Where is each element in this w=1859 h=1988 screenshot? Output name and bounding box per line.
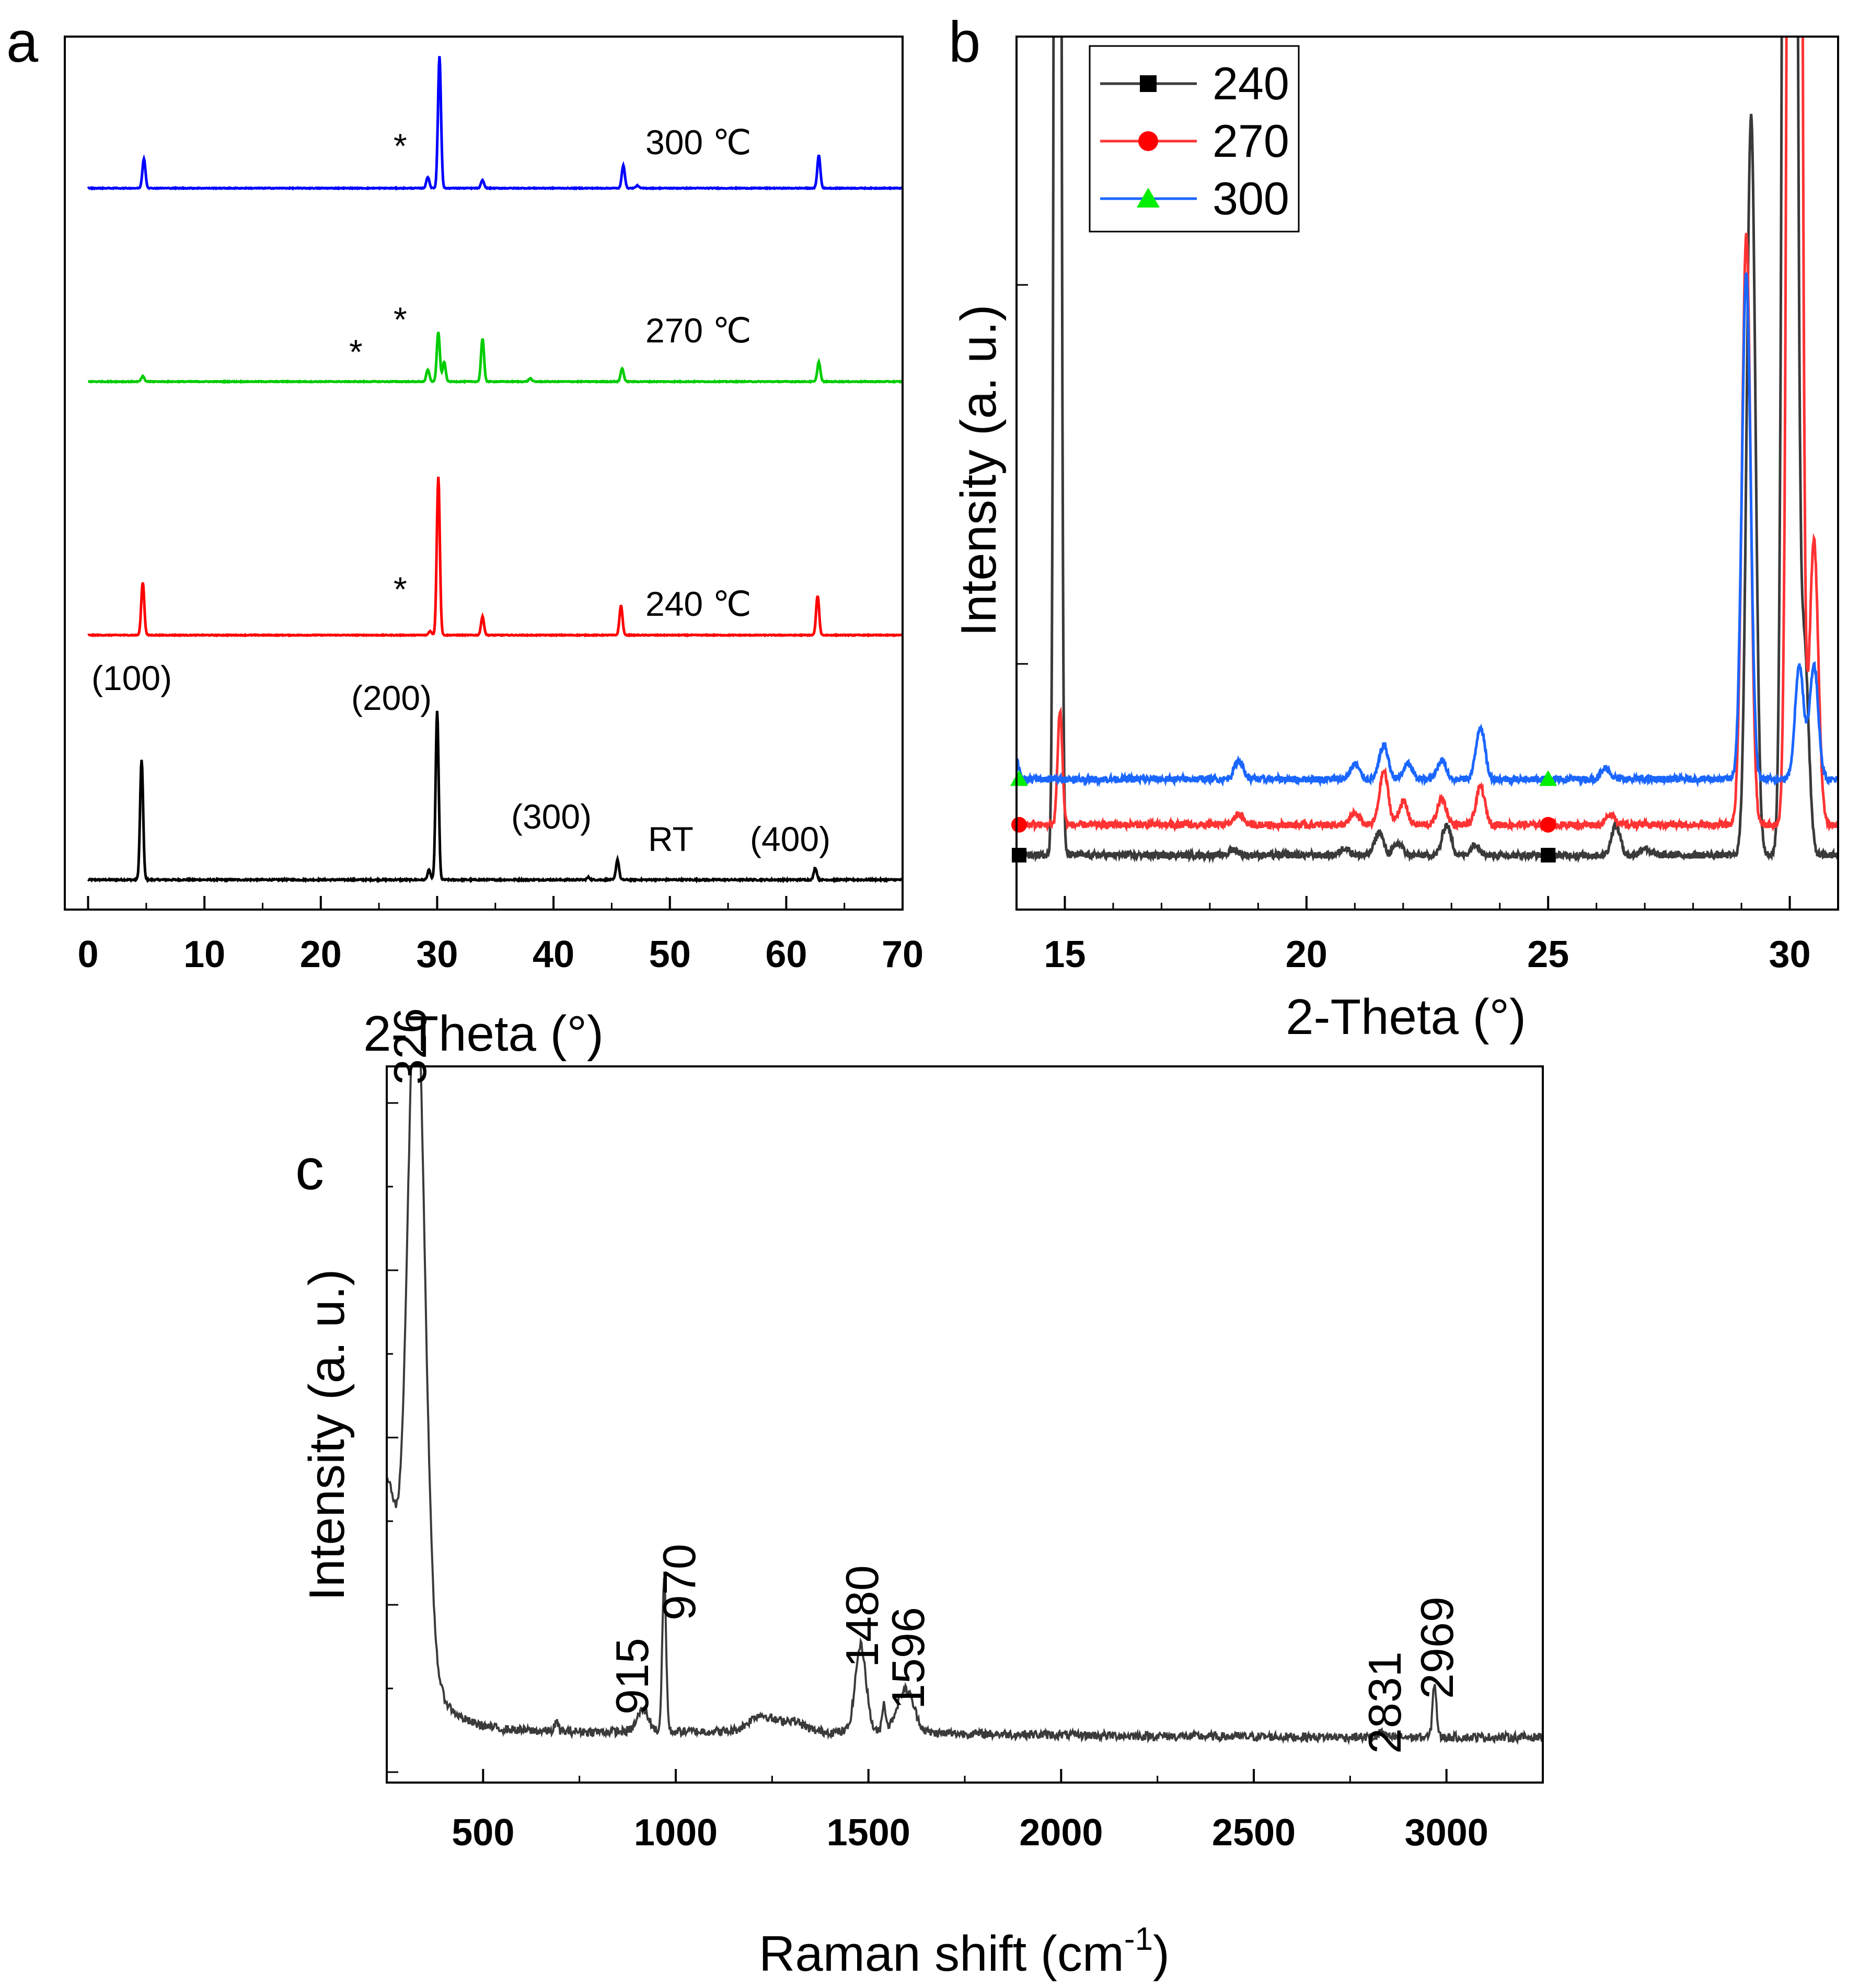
panel-c-curve: [387, 1066, 1543, 1745]
circle-marker: [1540, 817, 1556, 833]
panel-c: c 500 1000 1500 2000 2500 3000 Raman shift (c…: [295, 1008, 1544, 1982]
panel-b-markers: [1010, 770, 1557, 863]
square-marker: [1012, 847, 1026, 863]
peak-label-326: 326: [384, 1008, 436, 1085]
panel-c-axes: 500 1000 1500 2000 2500 3000: [386, 1102, 1544, 1854]
x-tick-label: 50: [649, 934, 691, 975]
label-240c: 240 ℃: [645, 584, 752, 623]
x-tick-label: 40: [533, 934, 574, 975]
peak-label-1480: 1480: [836, 1565, 888, 1668]
label-300c: 300 ℃: [645, 123, 752, 162]
x-tick-label: 500: [452, 1812, 514, 1854]
x-tick-label: 30: [416, 934, 458, 975]
panel-b-curves: [1017, 37, 1838, 864]
label-rt: RT: [648, 820, 694, 858]
circle-marker: [1011, 817, 1027, 833]
x-tick-label: 0: [78, 934, 99, 975]
x-tick-label: 15: [1044, 934, 1086, 975]
panel-c-y-axis-title: Intensity (a. u.): [299, 1269, 355, 1601]
legend-square-marker: [1140, 75, 1157, 92]
x-tick-label: 20: [300, 934, 342, 975]
x-tick-label: 10: [183, 934, 225, 975]
star-300c: *: [394, 127, 407, 165]
panel-b-label: b: [949, 10, 980, 74]
raman-curve: [387, 1066, 1543, 1745]
x-tick-label: 30: [1769, 934, 1810, 975]
panel-b-y-axis-title: Intensity (a. u.): [951, 305, 1007, 637]
x-tick-label: 70: [882, 934, 923, 975]
panel-b-x-axis-title: 2-Theta (°): [1286, 989, 1526, 1045]
x-tick-label: 1500: [827, 1812, 910, 1854]
triangle-marker: [1539, 770, 1557, 786]
peak-label-1596: 1596: [882, 1607, 934, 1709]
xrd-curve-300: [87, 56, 903, 191]
xrd-curve-240: [87, 476, 903, 638]
legend-label-240: 240: [1213, 58, 1289, 109]
panel-b: b 15 20 25 30 2-Theta (°) Intensity (a. u.)…: [949, 10, 1839, 1045]
panel-b-legend: 240 270 300: [1089, 45, 1300, 233]
hkl-100: (100): [91, 659, 172, 697]
star-270c-b: *: [394, 300, 407, 339]
legend-circle-marker: [1138, 131, 1158, 151]
xrd-zoom-curve-300: [1017, 272, 1838, 788]
peak-label-2969: 2969: [1411, 1596, 1463, 1699]
x-tick-label: 3000: [1405, 1812, 1488, 1854]
peak-label-2831: 2831: [1359, 1651, 1411, 1754]
x-tick-label: 20: [1286, 934, 1327, 975]
xrd-curve-rt: [87, 710, 903, 884]
star-270c-a: *: [349, 332, 363, 371]
xrd-zoom-curve-270: [1017, 37, 1838, 833]
xrd-zoom-curve-240: [1017, 37, 1838, 864]
panel-a-x-axis-title: 2-Theta (°): [363, 1006, 604, 1062]
x-tick-label: 2000: [1019, 1812, 1103, 1854]
triangle-marker: [1010, 770, 1028, 786]
panel-c-x-axis-title: Raman shift (cm-1): [759, 1921, 1170, 1982]
hkl-300: (300): [511, 797, 592, 836]
xrd-curve-270: [88, 331, 904, 384]
peak-label-970: 970: [653, 1544, 705, 1621]
panel-a-label: a: [6, 10, 39, 74]
panel-a: a 0 10 20 30 40 50 60 70 2-Theta (°) 300 ℃ 270 …: [6, 10, 923, 1062]
panel-b-frame: [1015, 36, 1839, 911]
hkl-200: (200): [351, 679, 432, 717]
legend-label-300: 300: [1213, 173, 1289, 224]
legend-triangle-marker: [1137, 188, 1160, 208]
legend-box: [1089, 45, 1300, 233]
x-tick-label: 1000: [634, 1812, 718, 1854]
x-tick-label: 2500: [1212, 1812, 1296, 1854]
x-tick-label: 60: [765, 934, 807, 975]
x-tick-label: 25: [1527, 934, 1569, 975]
panel-b-axes: 15 20 25 30: [1015, 284, 1839, 975]
label-270c: 270 ℃: [645, 311, 752, 350]
peak-label-915: 915: [606, 1638, 658, 1715]
square-marker: [1541, 847, 1556, 863]
panel-a-curves: [87, 56, 904, 884]
star-240c: *: [394, 570, 407, 608]
panel-c-label: c: [295, 1137, 324, 1202]
hkl-400: (400): [750, 820, 830, 858]
panel-a-frame: [64, 36, 904, 911]
panel-a-x-axis: 0 10 20 30 40 50 60 70: [78, 896, 923, 975]
legend-label-270: 270: [1213, 115, 1289, 167]
